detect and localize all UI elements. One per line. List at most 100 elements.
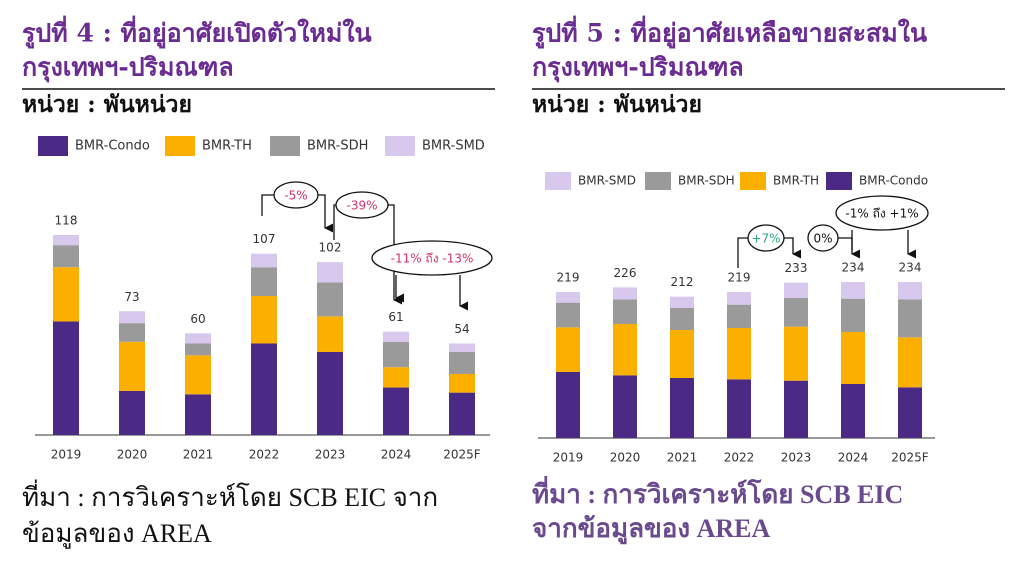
legend-swatch bbox=[826, 172, 852, 190]
bar-segment bbox=[317, 262, 343, 283]
legend-label: BMR-TH bbox=[202, 139, 252, 154]
annotation-text: 0% bbox=[813, 232, 832, 246]
bar-segment bbox=[251, 253, 277, 268]
bar-segment bbox=[119, 390, 145, 435]
bar-segment bbox=[119, 341, 145, 391]
bar-segment bbox=[449, 343, 475, 352]
bar-segment bbox=[898, 387, 922, 438]
total-label: 219 bbox=[728, 271, 751, 285]
legend-swatch bbox=[38, 136, 68, 156]
annotation-bubble bbox=[273, 181, 319, 209]
legend-label: BMR-Condo bbox=[859, 174, 928, 188]
chart-title: รูปที่ 4 : ที่อยู่อาศัยเปิดตัวใหม่ใน bbox=[22, 16, 372, 50]
x-tick-label: 2019 bbox=[553, 451, 584, 465]
legend-swatch bbox=[385, 136, 415, 156]
total-label: 73 bbox=[124, 290, 139, 304]
legend-swatch bbox=[740, 172, 766, 190]
bar-segment bbox=[841, 282, 865, 299]
bar-segment bbox=[383, 341, 409, 368]
bar-segment bbox=[841, 384, 865, 438]
bar-segment bbox=[185, 333, 211, 344]
total-label: 219 bbox=[557, 271, 580, 285]
bar-segment bbox=[53, 245, 79, 268]
bar-segment bbox=[556, 327, 580, 372]
annotation-text: -11% ถึง -13% bbox=[391, 252, 474, 266]
bar-segment bbox=[185, 355, 211, 395]
bar-segment bbox=[251, 343, 277, 435]
annotation-bubble bbox=[371, 240, 493, 276]
total-label: 226 bbox=[614, 266, 637, 280]
legend-swatch bbox=[165, 136, 195, 156]
total-label: 234 bbox=[842, 261, 865, 275]
total-label: 107 bbox=[253, 232, 276, 246]
annotation-text: -1% ถึง +1% bbox=[845, 207, 918, 221]
bar-segment bbox=[383, 331, 409, 342]
bar-segment bbox=[613, 287, 637, 300]
bar-segment bbox=[670, 296, 694, 308]
bar-segment bbox=[383, 387, 409, 435]
annotation-arrow bbox=[737, 237, 748, 268]
bar-segment bbox=[898, 299, 922, 338]
total-label: 234 bbox=[899, 261, 922, 275]
legend-label: BMR-TH bbox=[773, 174, 819, 188]
bar-segment bbox=[898, 282, 922, 300]
bar-segment bbox=[784, 326, 808, 381]
bar-segment bbox=[841, 332, 865, 384]
annotation-text: -39% bbox=[346, 199, 377, 213]
bar-segment bbox=[53, 235, 79, 246]
legend-label: BMR-SDH bbox=[678, 174, 735, 188]
x-tick-label: 2024 bbox=[381, 448, 412, 462]
annotation-bubble bbox=[835, 195, 929, 231]
total-label: 233 bbox=[785, 261, 808, 275]
bar-segment bbox=[449, 373, 475, 393]
bar-segment bbox=[727, 328, 751, 380]
x-tick-label: 2022 bbox=[724, 451, 755, 465]
unit-label: หน่วย : พันหน่วย bbox=[532, 91, 702, 118]
annotation-bubble bbox=[747, 224, 785, 252]
bar-segment bbox=[784, 298, 808, 327]
x-tick-label: 2020 bbox=[117, 448, 148, 462]
bar-segment bbox=[383, 367, 409, 388]
x-tick-label: 2024 bbox=[838, 451, 869, 465]
bar-segment bbox=[613, 299, 637, 324]
source-note: จากข้อมูลของ AREA bbox=[532, 514, 771, 545]
x-tick-label: 2020 bbox=[610, 451, 641, 465]
x-tick-label: 2021 bbox=[667, 451, 698, 465]
annotation-arrow bbox=[318, 194, 334, 233]
bar-segment bbox=[449, 351, 475, 374]
source-note: ข้อมูลของ AREA bbox=[22, 519, 212, 549]
legend-swatch bbox=[270, 136, 300, 156]
bar-segment bbox=[556, 372, 580, 438]
bar-segment bbox=[613, 324, 637, 376]
unit-label: หน่วย : พันหน่วย bbox=[22, 91, 192, 118]
bar-segment bbox=[784, 380, 808, 438]
bar-segment bbox=[670, 378, 694, 438]
bar-segment bbox=[784, 282, 808, 298]
bar-segment bbox=[119, 323, 145, 342]
bar-segment bbox=[556, 292, 580, 303]
bar-segment bbox=[53, 267, 79, 322]
total-label: 61 bbox=[388, 310, 403, 324]
annotation-arrow bbox=[261, 194, 274, 216]
legend-label: BMR-SMD bbox=[422, 139, 485, 154]
chart-title: รูปที่ 5 : ที่อยู่อาศัยเหลือขายสะสมใน bbox=[532, 16, 927, 50]
annotation-bubble bbox=[807, 224, 839, 252]
legend-label: BMR-SMD bbox=[578, 174, 636, 188]
total-label: 60 bbox=[190, 312, 205, 326]
bar-segment bbox=[251, 267, 277, 297]
bar-segment bbox=[556, 302, 580, 328]
source-note: ที่มา : การวิเคราะห์โดย SCB EIC bbox=[532, 475, 903, 509]
bar-segment bbox=[317, 282, 343, 317]
annotation-bubble bbox=[335, 191, 389, 219]
legend-swatch bbox=[545, 172, 571, 190]
bar-segment bbox=[841, 298, 865, 332]
chart-title: กรุงเทพฯ-ปริมณฑล bbox=[22, 53, 234, 84]
x-tick-label: 2021 bbox=[183, 448, 214, 462]
bar-segment bbox=[670, 330, 694, 378]
source-note: ที่มา : การวิเคราะห์โดย SCB EIC จาก bbox=[22, 479, 438, 512]
total-label: 102 bbox=[319, 241, 342, 255]
total-label: 54 bbox=[454, 322, 469, 336]
bar-segment bbox=[727, 292, 751, 305]
bar-segment bbox=[613, 375, 637, 438]
